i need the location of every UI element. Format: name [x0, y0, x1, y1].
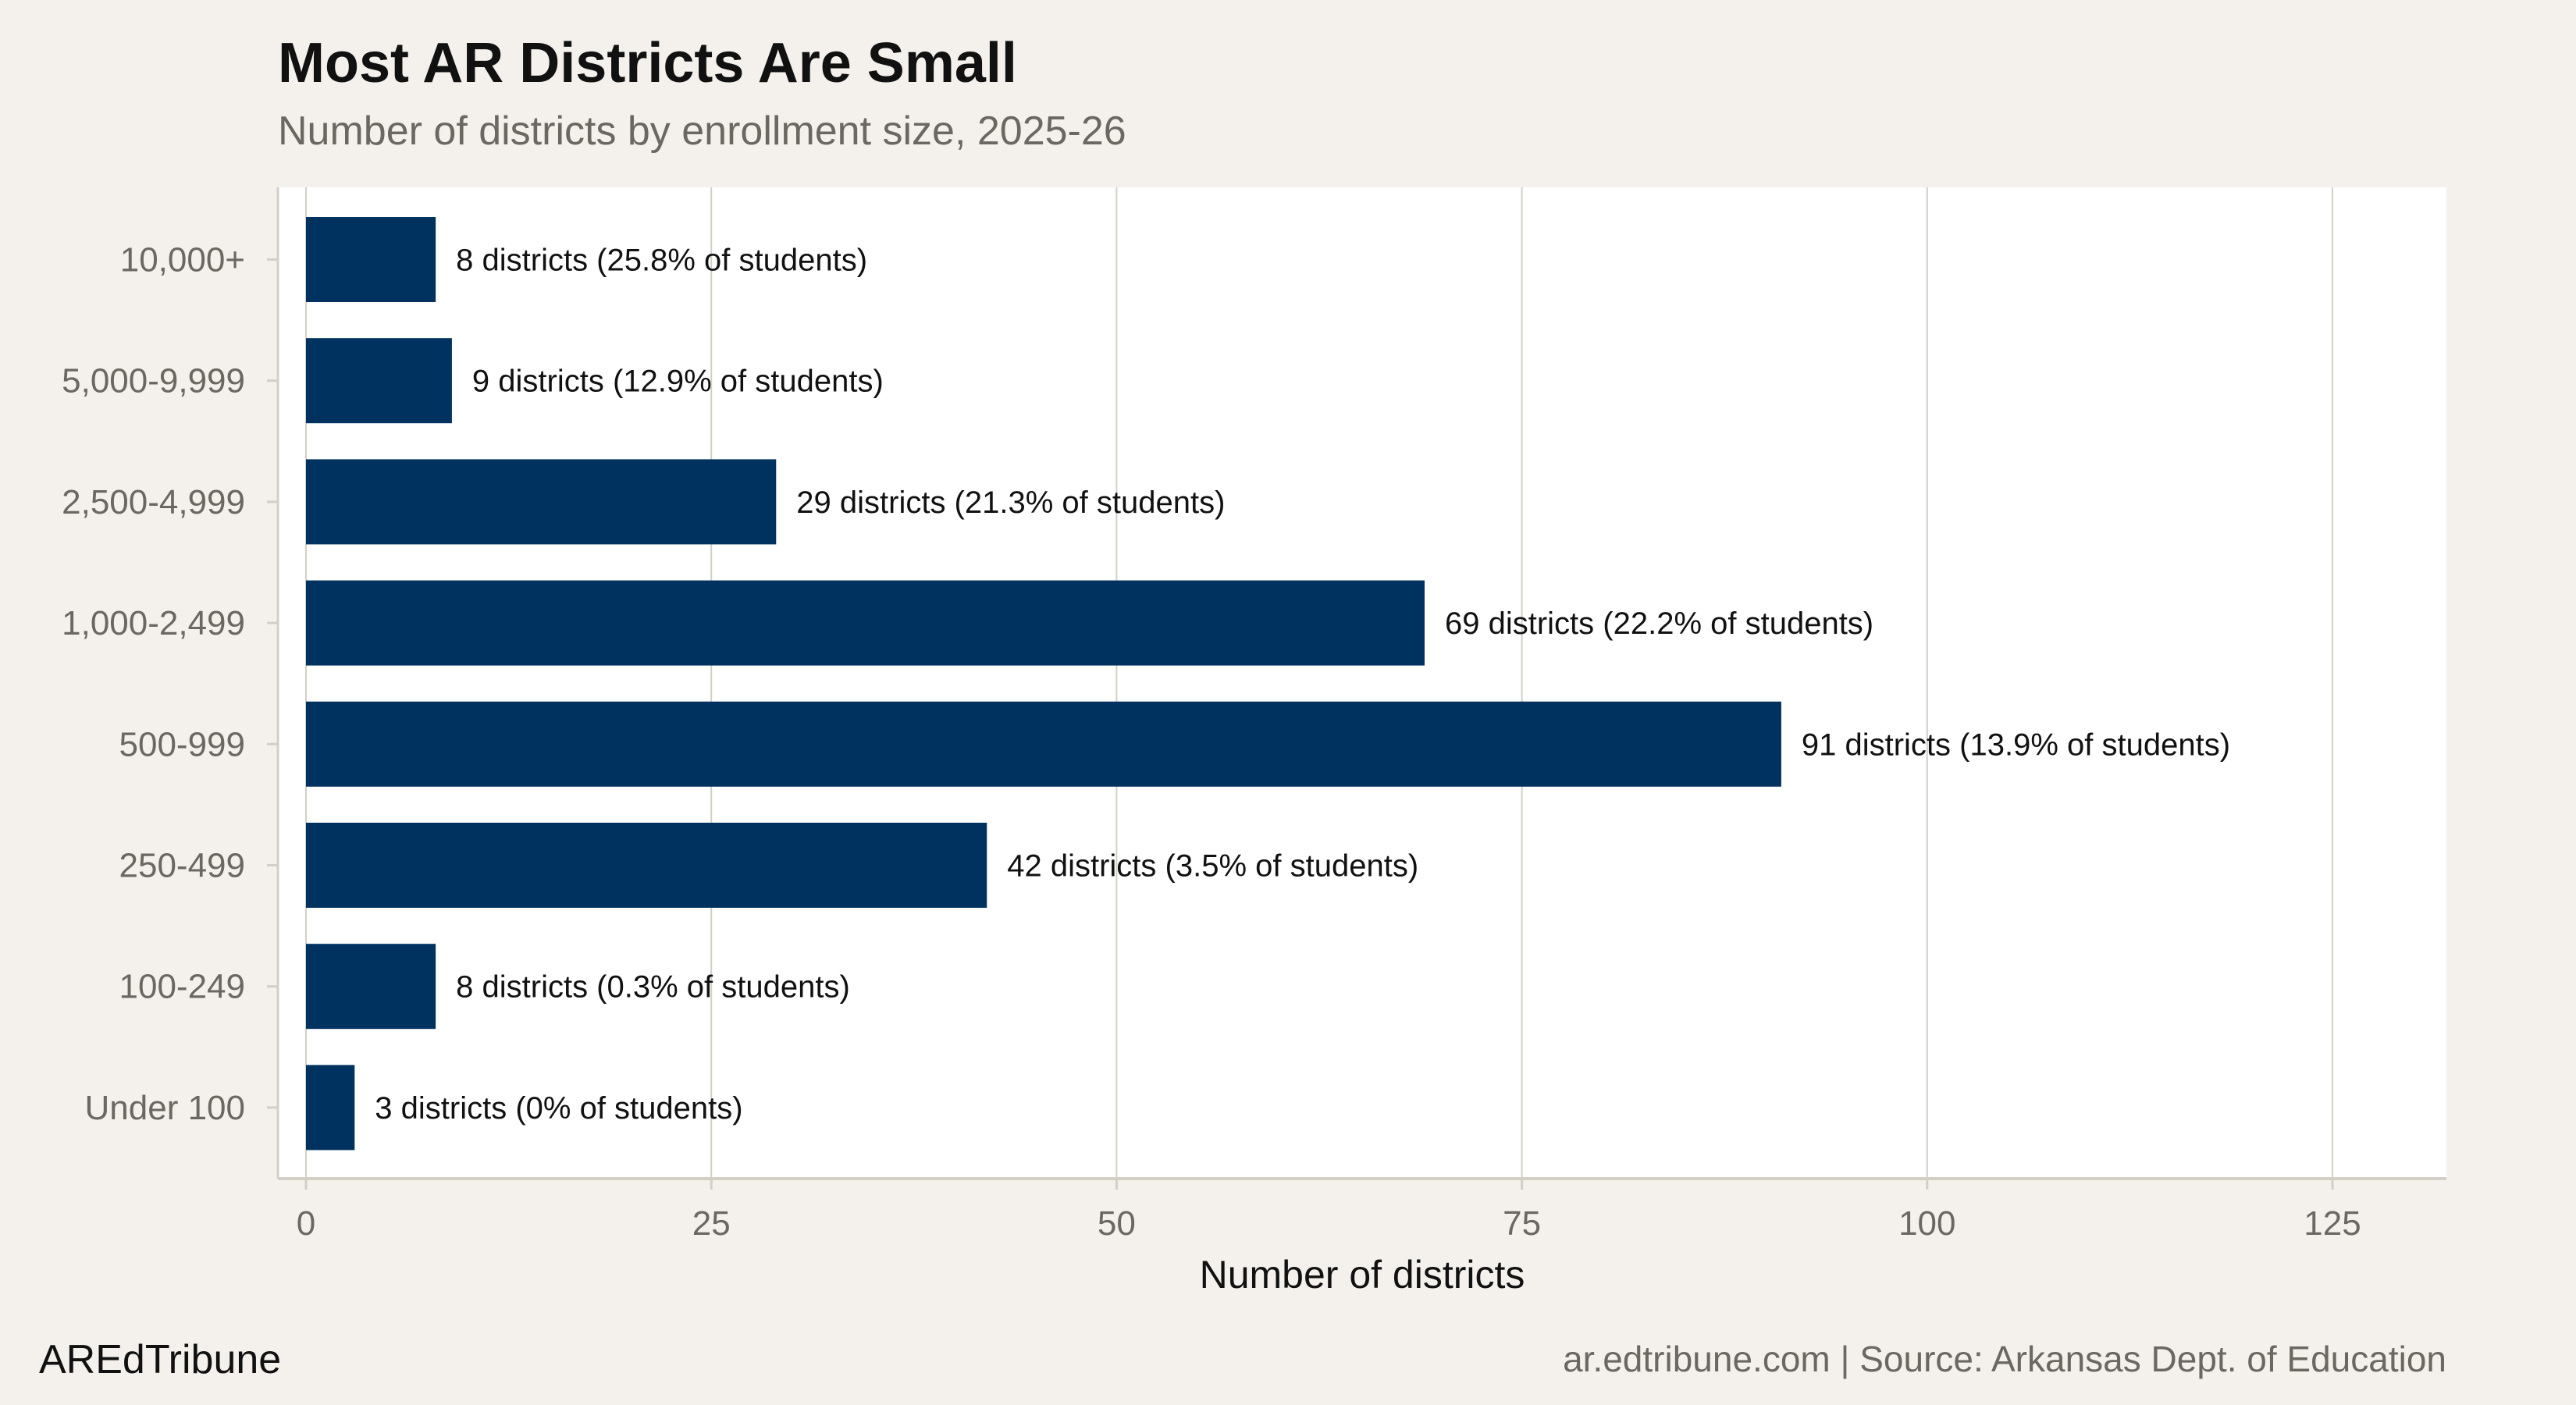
- x-axis-title: Number of districts: [1200, 1253, 1525, 1297]
- y-tick-label: 100-249: [119, 968, 245, 1006]
- x-tick-label: 50: [1098, 1204, 1136, 1243]
- bar: [306, 459, 777, 545]
- x-tick-label: 0: [297, 1204, 315, 1243]
- bar: [306, 701, 1781, 787]
- x-tick-label: 75: [1503, 1204, 1541, 1243]
- x-tick-label: 100: [1898, 1204, 1955, 1243]
- data-label: 9 districts (12.9% of students): [472, 365, 884, 399]
- data-label: 8 districts (25.8% of students): [456, 244, 867, 278]
- source-note: ar.edtribune.com | Source: Arkansas Dept…: [1563, 1339, 2446, 1379]
- data-label: 91 districts (13.9% of students): [1802, 727, 2230, 762]
- x-tick-label: 125: [2304, 1204, 2361, 1243]
- data-label: 8 districts (0.3% of students): [456, 970, 850, 1005]
- bar: [306, 823, 987, 908]
- bar: [306, 944, 436, 1030]
- y-tick-label: 2,500-4,999: [62, 483, 245, 521]
- y-tick-label: 1,000-2,499: [62, 604, 245, 642]
- data-label: 42 districts (3.5% of students): [1007, 849, 1418, 884]
- y-tick-label: 500-999: [119, 725, 245, 763]
- chart-subtitle: Number of districts by enrollment size, …: [278, 108, 1126, 154]
- bar: [306, 1065, 355, 1151]
- y-tick-label: 10,000+: [120, 241, 245, 279]
- bar: [306, 217, 436, 302]
- data-label: 3 districts (0% of students): [375, 1091, 742, 1126]
- chart-title: Most AR Districts Are Small: [278, 32, 1017, 94]
- y-tick-label: 250-499: [119, 847, 245, 885]
- y-tick-label: Under 100: [85, 1089, 245, 1127]
- data-label: 69 districts (22.2% of students): [1445, 606, 1873, 641]
- x-tick-label: 25: [692, 1204, 731, 1243]
- plot-panel: [278, 187, 2446, 1179]
- bar: [306, 338, 452, 424]
- y-tick-label: 5,000-9,999: [62, 362, 245, 400]
- bar: [306, 580, 1425, 666]
- brand-logo-text: AREdTribune: [39, 1337, 282, 1382]
- data-label: 29 districts (21.3% of students): [796, 486, 1225, 520]
